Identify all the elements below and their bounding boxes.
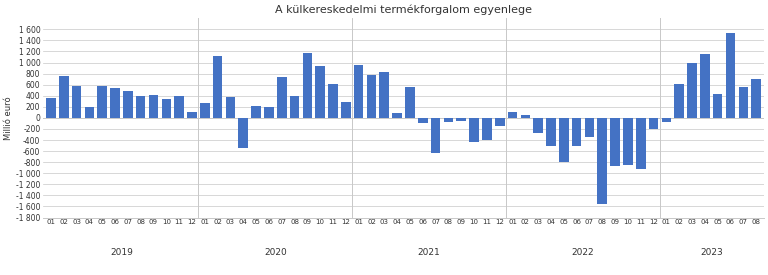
Bar [546, 118, 556, 145]
Bar [674, 84, 684, 118]
Bar [379, 73, 389, 118]
Bar [316, 66, 325, 118]
Bar [687, 63, 697, 118]
Y-axis label: Millió euró: Millió euró [4, 96, 13, 140]
Bar [84, 107, 94, 118]
Bar [238, 118, 248, 148]
Bar [277, 77, 286, 118]
Bar [636, 118, 646, 169]
Bar [406, 87, 415, 118]
Bar [649, 118, 658, 129]
Bar [661, 118, 671, 122]
Bar [290, 96, 300, 118]
Bar [187, 112, 197, 118]
Bar [149, 95, 158, 118]
Bar [226, 97, 235, 118]
Bar [559, 118, 568, 162]
Text: 2023: 2023 [700, 248, 723, 257]
Bar [584, 118, 594, 137]
Bar [598, 118, 607, 204]
Bar [623, 118, 633, 166]
Bar [123, 91, 133, 118]
Bar [700, 54, 710, 118]
Bar [572, 118, 581, 145]
Bar [726, 33, 735, 118]
Text: 2020: 2020 [264, 248, 286, 257]
Text: 2022: 2022 [571, 248, 594, 257]
Bar [521, 115, 530, 118]
Bar [161, 99, 171, 118]
Bar [98, 86, 107, 118]
Bar [482, 118, 492, 140]
Bar [213, 56, 223, 118]
Bar [533, 118, 543, 133]
Bar [111, 88, 120, 118]
Bar [59, 76, 68, 118]
Bar [508, 112, 518, 118]
Bar [418, 118, 428, 123]
Bar [713, 94, 723, 118]
Bar [200, 103, 210, 118]
Text: 2019: 2019 [110, 248, 133, 257]
Bar [739, 87, 748, 118]
Bar [431, 118, 440, 153]
Bar [46, 98, 56, 118]
Bar [174, 96, 184, 118]
Bar [392, 114, 402, 118]
Bar [456, 118, 466, 121]
Bar [71, 86, 81, 118]
Bar [366, 75, 376, 118]
Bar [495, 118, 505, 126]
Bar [328, 84, 338, 118]
Bar [354, 65, 363, 118]
Bar [136, 96, 145, 118]
Bar [444, 118, 453, 122]
Bar [751, 79, 761, 118]
Bar [341, 102, 351, 118]
Text: 2021: 2021 [418, 248, 441, 257]
Bar [611, 118, 620, 166]
Bar [251, 106, 261, 118]
Bar [303, 53, 312, 118]
Bar [264, 107, 273, 118]
Title: A külkereskedelmi termékforgalom egyenlege: A külkereskedelmi termékforgalom egyenle… [275, 4, 532, 15]
Bar [469, 118, 479, 142]
